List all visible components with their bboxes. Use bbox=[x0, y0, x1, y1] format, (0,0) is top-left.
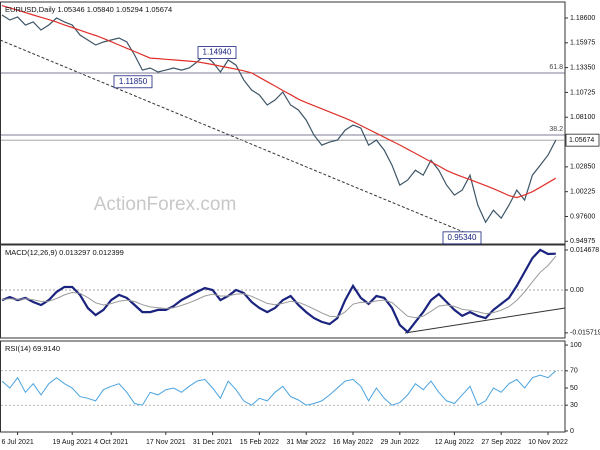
x-tick-label: 10 Nov 2022 bbox=[528, 439, 568, 446]
x-tick-label: 15 Feb 2022 bbox=[240, 439, 279, 446]
panel-title: MACD(12,26,9) 0.013297 0.012399 bbox=[5, 248, 124, 257]
x-tick-label: 17 Nov 2021 bbox=[146, 439, 186, 446]
annotation-box bbox=[442, 231, 482, 245]
series-line bbox=[1, 5, 557, 199]
y-tick-label: 1.00225 bbox=[570, 189, 595, 196]
panel-title: EURUSD,Daily 1.05346 1.05840 1.05294 1.0… bbox=[5, 5, 172, 14]
last-price-box bbox=[565, 133, 600, 147]
annotation-label: 1.11850 bbox=[119, 77, 148, 86]
series-line bbox=[1, 370, 557, 406]
y-tick-label: 0.97600 bbox=[570, 213, 595, 220]
watermark: ActionForex.com bbox=[94, 194, 237, 215]
y-tick-label: 0.94975 bbox=[570, 238, 595, 245]
level-label: 38.2 bbox=[549, 126, 563, 133]
x-tick-label: 4 Oct 2021 bbox=[94, 439, 128, 446]
y-tick-label: -0.015719 bbox=[570, 330, 600, 337]
x-tick-label: 6 Jul 2021 bbox=[1, 439, 33, 446]
series-line bbox=[1, 14, 557, 224]
annotation-box bbox=[113, 75, 153, 89]
y-tick-label: 50 bbox=[570, 385, 578, 392]
panel-frame bbox=[0, 340, 566, 433]
annotation-label: 0.95340 bbox=[448, 233, 477, 242]
series-line bbox=[1, 255, 557, 319]
x-tick-label: 29 Jun 2022 bbox=[381, 439, 420, 446]
macd-trend-line bbox=[404, 307, 566, 334]
y-tick-label: 0 bbox=[570, 428, 574, 435]
x-tick-label: 16 May 2022 bbox=[333, 439, 374, 446]
x-tick-label: 12 Aug 2022 bbox=[435, 439, 474, 446]
annotation-box bbox=[197, 46, 237, 59]
y-tick-label: 70 bbox=[570, 368, 578, 375]
x-tick-label: 31 Mar 2022 bbox=[287, 439, 326, 446]
panel-title: RSI(14) 69.9140 bbox=[5, 344, 60, 353]
panel-frame bbox=[0, 244, 566, 339]
x-tick-label: 19 Aug 2021 bbox=[53, 439, 92, 446]
level-label: 61.8 bbox=[549, 64, 563, 71]
y-tick-label: 1.02850 bbox=[570, 164, 595, 171]
x-tick-label: 27 Sep 2022 bbox=[481, 439, 521, 446]
y-tick-label: 100 bbox=[570, 342, 582, 349]
x-tick-label: 31 Dec 2021 bbox=[193, 439, 233, 446]
annotation-label: 1.14940 bbox=[203, 48, 232, 57]
panel-frame bbox=[0, 1, 566, 245]
y-tick-label: 1.13350 bbox=[570, 64, 595, 71]
y-tick-label: 30 bbox=[570, 402, 578, 409]
last-price-label: 1.05674 bbox=[569, 137, 594, 144]
y-tick-label: 1.08100 bbox=[570, 114, 595, 121]
y-tick-label: 1.10725 bbox=[570, 89, 595, 96]
y-tick-label: 0.014678 bbox=[570, 247, 599, 254]
y-tick-label: 0.00 bbox=[570, 287, 584, 294]
y-tick-label: 1.15975 bbox=[570, 40, 595, 47]
y-tick-label: 1.18600 bbox=[570, 15, 595, 22]
